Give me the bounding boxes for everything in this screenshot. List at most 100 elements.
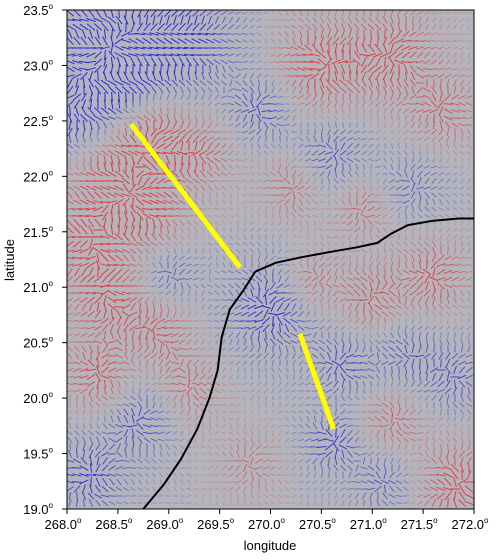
field-vector bbox=[249, 186, 255, 190]
field-vector bbox=[346, 37, 354, 45]
field-vector bbox=[327, 29, 331, 39]
field-vector bbox=[369, 178, 373, 184]
field-vector bbox=[458, 380, 466, 388]
field-vector bbox=[101, 22, 109, 32]
field-vector bbox=[368, 143, 374, 149]
field-vector bbox=[177, 32, 187, 36]
field-vector bbox=[445, 165, 451, 169]
field-vector bbox=[284, 501, 290, 505]
field-vector bbox=[222, 115, 226, 121]
field-vector bbox=[171, 23, 179, 31]
field-vector bbox=[341, 115, 345, 121]
field-vector bbox=[235, 248, 241, 254]
field-vector bbox=[143, 241, 151, 247]
field-vector bbox=[438, 206, 444, 212]
field-vector bbox=[67, 226, 74, 234]
field-vector bbox=[163, 333, 173, 337]
field-vector bbox=[409, 94, 417, 100]
field-vector bbox=[207, 207, 213, 211]
field-vector bbox=[172, 439, 178, 441]
field-vector bbox=[195, 248, 197, 254]
field-vector bbox=[254, 310, 264, 318]
field-vector bbox=[395, 101, 403, 107]
field-vector bbox=[191, 382, 201, 386]
field-vector bbox=[130, 359, 136, 367]
field-vector bbox=[263, 353, 269, 359]
field-vector bbox=[333, 29, 339, 39]
field-vector bbox=[250, 360, 254, 366]
field-vector bbox=[390, 16, 394, 24]
field-vector bbox=[452, 401, 458, 409]
field-vector bbox=[129, 263, 137, 267]
field-vector bbox=[72, 291, 82, 295]
field-vector bbox=[418, 345, 422, 353]
field-vector bbox=[464, 500, 474, 506]
field-vector bbox=[282, 311, 292, 317]
field-vector bbox=[353, 472, 361, 478]
field-vector bbox=[152, 296, 156, 304]
field-vector bbox=[290, 25, 298, 29]
field-vector bbox=[103, 162, 107, 172]
field-vector bbox=[215, 220, 219, 226]
field-vector bbox=[89, 162, 93, 172]
field-vector bbox=[340, 129, 346, 135]
field-vector bbox=[335, 49, 337, 61]
field-vector bbox=[318, 361, 326, 365]
field-vector bbox=[437, 46, 445, 50]
field-vector bbox=[291, 396, 297, 400]
field-vector bbox=[136, 422, 144, 430]
field-vector bbox=[422, 101, 432, 107]
field-vector bbox=[275, 297, 285, 303]
field-vector bbox=[111, 91, 113, 103]
field-vector bbox=[179, 57, 185, 67]
field-vector bbox=[205, 150, 215, 156]
field-vector bbox=[138, 374, 142, 380]
field-vector bbox=[412, 443, 414, 451]
field-vector bbox=[345, 445, 355, 449]
field-vector bbox=[396, 130, 402, 134]
field-vector bbox=[284, 438, 290, 442]
field-vector bbox=[95, 499, 101, 507]
field-vector bbox=[186, 311, 192, 317]
field-vector bbox=[242, 464, 248, 472]
field-vector bbox=[340, 318, 346, 324]
field-vector bbox=[305, 241, 311, 247]
field-vector bbox=[284, 80, 290, 86]
field-vector bbox=[178, 262, 186, 268]
field-vector bbox=[269, 193, 277, 197]
field-vector bbox=[265, 157, 267, 163]
field-vector bbox=[149, 46, 159, 50]
field-vector bbox=[355, 64, 359, 74]
field-vector bbox=[271, 430, 275, 436]
field-vector bbox=[390, 29, 394, 39]
field-vector bbox=[438, 214, 444, 218]
field-vector bbox=[145, 225, 149, 235]
field-vector bbox=[411, 395, 415, 401]
field-vector bbox=[269, 295, 277, 305]
field-vector bbox=[305, 214, 311, 218]
field-vector bbox=[165, 352, 171, 360]
field-vector bbox=[101, 85, 109, 95]
field-vector bbox=[304, 207, 312, 211]
field-vector bbox=[298, 396, 304, 400]
field-vector bbox=[242, 72, 248, 80]
field-vector bbox=[349, 380, 351, 388]
field-vector bbox=[107, 170, 117, 178]
field-vector bbox=[418, 402, 422, 408]
field-vector bbox=[270, 52, 276, 58]
field-vector bbox=[388, 304, 396, 310]
field-vector bbox=[430, 493, 438, 499]
field-vector bbox=[67, 297, 74, 303]
field-vector bbox=[86, 171, 96, 177]
field-vector bbox=[317, 431, 327, 435]
field-vector bbox=[135, 326, 145, 330]
field-vector bbox=[326, 275, 332, 283]
field-vector bbox=[199, 135, 207, 143]
field-vector bbox=[73, 36, 81, 46]
field-vector bbox=[257, 143, 261, 149]
field-vector bbox=[228, 438, 234, 442]
field-vector bbox=[122, 403, 130, 407]
field-vector bbox=[256, 73, 262, 79]
field-vector bbox=[291, 131, 297, 133]
field-vector bbox=[178, 355, 186, 357]
